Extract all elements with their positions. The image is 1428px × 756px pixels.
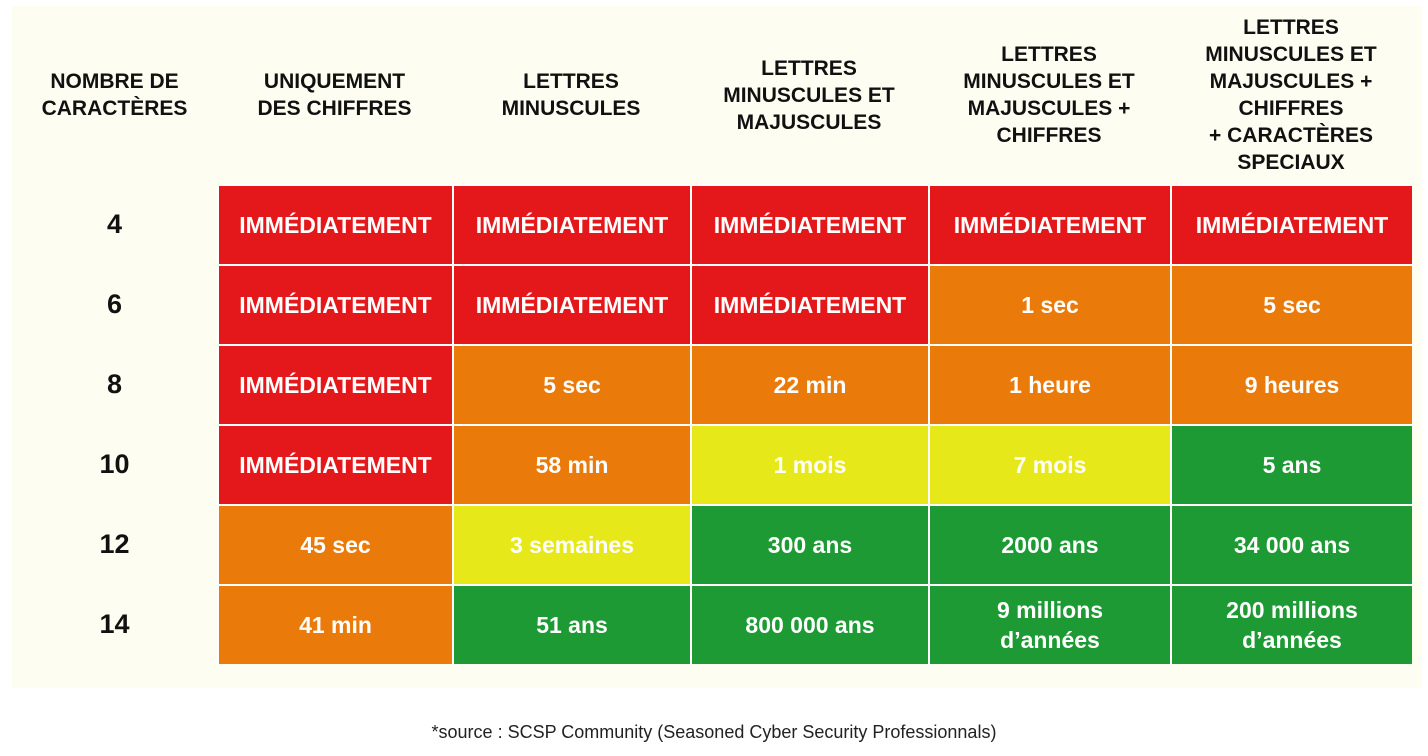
cell-lower-upper-digits: 2000 ans (928, 504, 1170, 584)
cell-lowercase: 51 ans (452, 584, 690, 664)
header-all-character-types: LETTRES MINUSCULES ET MAJUSCULES + CHIFF… (1205, 16, 1377, 174)
cell-lowercase: 3 semaines (452, 504, 690, 584)
header-digits-only: UNIQUEMENT DES CHIFFRES (257, 70, 412, 120)
cell-all-character-types: 5 ans (1170, 424, 1412, 504)
cell-lowercase: 58 min (452, 424, 690, 504)
cell-all-character-types: 9 heures (1170, 344, 1412, 424)
cell-lower-upper: 22 min (690, 344, 928, 424)
row-character-count: 4 (106, 209, 123, 239)
row-character-count: 8 (106, 369, 123, 399)
row-character-count: 12 (99, 529, 130, 559)
cell-lower-upper-digits: 9 millions d’années (928, 584, 1170, 664)
cell-lower-upper-digits: IMMÉDIATEMENT (928, 184, 1170, 264)
header-lowercase: LETTRES MINUSCULES (501, 70, 641, 120)
cell-lowercase: 5 sec (452, 344, 690, 424)
header-character-count: NOMBRE DE CARACTÈRES (41, 70, 188, 120)
cell-lower-upper-digits: 1 heure (928, 344, 1170, 424)
cell-lowercase: IMMÉDIATEMENT (452, 184, 690, 264)
row-character-count: 6 (106, 289, 123, 319)
password-crack-time-table: NOMBRE DE CARACTÈRES UNIQUEMENT DES CHIF… (12, 6, 1412, 664)
table-row: 10 IMMÉDIATEMENT 58 min 1 mois 7 mois 5 … (12, 424, 1412, 504)
cell-digits-only: IMMÉDIATEMENT (217, 184, 452, 264)
cell-all-character-types: 34 000 ans (1170, 504, 1412, 584)
cell-lower-upper: 800 000 ans (690, 584, 928, 664)
table-row: 4 IMMÉDIATEMENT IMMÉDIATEMENT IMMÉDIATEM… (12, 184, 1412, 264)
table-row: 6 IMMÉDIATEMENT IMMÉDIATEMENT IMMÉDIATEM… (12, 264, 1412, 344)
cell-all-character-types: IMMÉDIATEMENT (1170, 184, 1412, 264)
source-note: *source : SCSP Community (Seasoned Cyber… (431, 722, 997, 742)
row-character-count: 10 (99, 449, 130, 479)
cell-digits-only: IMMÉDIATEMENT (217, 344, 452, 424)
cell-lower-upper: 300 ans (690, 504, 928, 584)
header-lower-upper-digits: LETTRES MINUSCULES ET MAJUSCULES + CHIFF… (963, 43, 1135, 147)
cell-digits-only: 45 sec (217, 504, 452, 584)
header-lower-upper: LETTRES MINUSCULES ET MAJUSCULES (723, 56, 895, 134)
header-row: NOMBRE DE CARACTÈRES UNIQUEMENT DES CHIF… (12, 6, 1412, 184)
cell-digits-only: 41 min (217, 584, 452, 664)
table-row: 8 IMMÉDIATEMENT 5 sec 22 min 1 heure 9 h… (12, 344, 1412, 424)
cell-lowercase: IMMÉDIATEMENT (452, 264, 690, 344)
cell-lower-upper-digits: 7 mois (928, 424, 1170, 504)
cell-lower-upper-digits: 1 sec (928, 264, 1170, 344)
cell-lower-upper: IMMÉDIATEMENT (690, 264, 928, 344)
cell-digits-only: IMMÉDIATEMENT (217, 424, 452, 504)
cell-digits-only: IMMÉDIATEMENT (217, 264, 452, 344)
cell-lower-upper: IMMÉDIATEMENT (690, 184, 928, 264)
cell-lower-upper: 1 mois (690, 424, 928, 504)
cell-all-character-types: 5 sec (1170, 264, 1412, 344)
row-character-count: 14 (99, 609, 130, 639)
table-row: 12 45 sec 3 semaines 300 ans 2000 ans 34… (12, 504, 1412, 584)
table-row: 14 41 min 51 ans 800 000 ans 9 millions … (12, 584, 1412, 664)
cell-all-character-types: 200 millions d’années (1170, 584, 1412, 664)
